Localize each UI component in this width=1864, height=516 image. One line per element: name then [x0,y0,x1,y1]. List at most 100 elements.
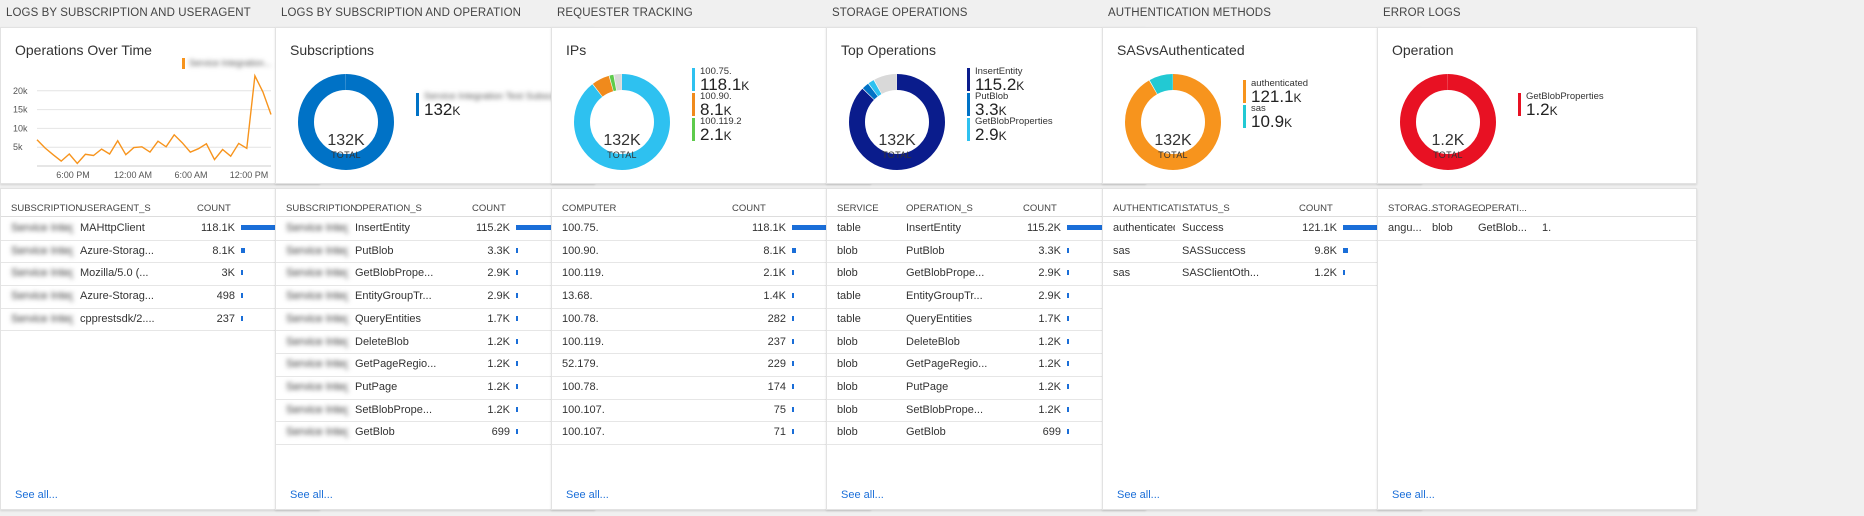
column-header[interactable]: COUNT [472,203,506,214]
see-all-link[interactable]: See all... [566,489,609,501]
legend-swatch [692,118,695,141]
cell-col2: GetBlob [906,426,946,439]
tile-title: IPs [566,42,587,58]
column-header[interactable]: SUBSCRIPTION [286,203,358,214]
table-row[interactable]: angu... blob GetBlob... 1. [1378,217,1696,241]
table-row[interactable]: Service Integ... Azure-Storag... 498 [1,285,319,309]
chart-tile[interactable]: Operations Over Time Service Integration.… [0,27,320,184]
cell-col1: Service Integ... [286,380,348,393]
table-row[interactable]: Service Integ... Azure-Storag... 8.1K [1,240,319,264]
column-header[interactable]: STORAGE... [1432,203,1487,214]
column-header[interactable]: OPERATION_S [906,203,973,214]
table-row[interactable]: 100.78. 174 [552,376,870,400]
table-row[interactable]: blob PutPage 1.2K [827,376,1145,400]
table-row[interactable]: 100.75. 118.1K [552,217,870,241]
table-row[interactable]: Service Integ... MAHttpClient 118.1K [1,217,319,241]
column-header[interactable]: AUTHENTICATI... [1113,203,1190,214]
table-row[interactable]: Service Integ... PutPage 1.2K [276,376,594,400]
table-row[interactable]: 100.78. 282 [552,308,870,332]
column-header[interactable]: COUNT [1299,203,1333,214]
table-row[interactable]: 100.119. 2.1K [552,262,870,287]
table-row[interactable]: 13.68. 1.4K [552,285,870,309]
cell-col2: DeleteBlob [906,335,960,348]
table-row[interactable]: 52.179. 229 [552,353,870,377]
table-row[interactable]: sas SASClientOth... 1.2K [1103,262,1421,287]
column-header[interactable]: OPERATION_S [355,203,422,214]
table-row[interactable]: Service Integ... SetBlobPrope... 1.2K [276,399,594,423]
donut-slice [849,74,945,170]
table-row[interactable]: Service Integ... GetBlobPrope... 2.9K [276,262,594,287]
chart-tile[interactable]: Operation 1.2K TOTAL GetBlobProperties 1.2K [1377,27,1697,184]
cell-col2: Mozilla/5.0 (... [80,267,149,280]
table-row[interactable]: 100.107. 75 [552,399,870,423]
table-row[interactable]: authenticated Success 121.1K [1103,217,1421,241]
cell-count: 1.2K [487,358,510,371]
table-row[interactable]: blob SetBlobPrope... 1.2K [827,399,1145,423]
cell-count: 2.1K [763,267,786,280]
cell-col2: GetPageRegio... [355,358,437,371]
column-header[interactable]: COMPUTER [562,203,617,214]
chart-tile[interactable]: IPs 132K TOTAL 100.75. 118.1K 100.90. 8.1K 100.… [551,27,871,184]
legend-swatch [1243,80,1246,103]
section-title: AUTHENTICATION METHODS [1108,7,1271,19]
legend-value-unit: K [1016,79,1025,93]
see-all-link[interactable]: See all... [1117,489,1160,501]
table-row[interactable]: 100.107. 71 [552,421,870,445]
table-row[interactable]: sas SASSuccess 9.8K [1103,240,1421,264]
legend-value: 132K [424,100,460,120]
cell-col1: Service Integ... [11,312,73,325]
table-row[interactable]: Service Integ... GetBlob 699 [276,421,594,445]
table-row[interactable]: blob GetBlob 699 [827,421,1145,445]
table-row[interactable]: blob GetBlobPrope... 2.9K [827,262,1145,287]
column-header[interactable]: COUNT [1023,203,1057,214]
see-all-link[interactable]: See all... [15,489,58,501]
table-row[interactable]: Service Integ... Mozilla/5.0 (... 3K [1,262,319,287]
table-row[interactable]: Service Integ... QueryEntities 1.7K [276,308,594,332]
legend-value-number: 118.1 [700,75,742,94]
column-header[interactable]: COUNT [197,203,231,214]
column-header[interactable]: STORAG... [1388,203,1436,214]
column-header[interactable]: COUNT [732,203,766,214]
column-header[interactable]: SUBSCRIPTION [11,203,83,214]
table-row[interactable]: blob PutBlob 3.3K [827,240,1145,264]
table-row[interactable]: table EntityGroupTr... 2.9K [827,285,1145,309]
column-header[interactable]: OPERATI... [1478,203,1527,214]
legend-swatch [967,68,970,91]
cell-count: 2.9K [1038,290,1061,303]
header-divider [1103,216,1421,217]
table-row[interactable]: 100.119. 237 [552,331,870,355]
table-row[interactable]: table InsertEntity 115.2K [827,217,1145,241]
table-row[interactable]: Service Integ... InsertEntity 115.2K [276,217,594,241]
header-divider [1,216,319,217]
count-bar [1067,429,1069,435]
legend-swatch [1518,93,1521,116]
cell-col2: PutBlob [355,244,394,257]
table-row[interactable]: table QueryEntities 1.7K [827,308,1145,332]
table-row[interactable]: Service Integ... cpprestsdk/2.... 237 [1,308,319,332]
cell-count: 2.9K [1038,267,1061,280]
table-row[interactable]: Service Integ... GetPageRegio... 1.2K [276,353,594,377]
data-grid: COMPUTER COUNT 100.75. 118.1K 100.90. 8.1K 100… [551,188,871,510]
cell-col1: Service Integ... [286,312,348,325]
chart-tile[interactable]: Subscriptions 132K TOTAL Service Integratio… [275,27,595,184]
see-all-link[interactable]: See all... [290,489,333,501]
cell-col1: blob [837,358,858,371]
table-row[interactable]: blob GetPageRegio... 1.2K [827,353,1145,377]
donut-slice [298,74,394,170]
line-chart: 5k 10k 15k 20k 6:00 PM 12:00 AM 6:00 AM 12:00 P… [13,73,272,180]
table-row[interactable]: Service Integ... DeleteBlob 1.2K [276,331,594,355]
see-all-link[interactable]: See all... [841,489,884,501]
see-all-link[interactable]: See all... [1392,489,1435,501]
column-header[interactable]: USERAGENT_S [80,203,151,214]
table-row[interactable]: 100.90. 8.1K [552,240,870,264]
column-header[interactable]: STATUS_S [1182,203,1230,214]
table-row[interactable]: blob DeleteBlob 1.2K [827,331,1145,355]
table-row[interactable]: Service Integ... PutBlob 3.3K [276,240,594,264]
legend-value-number: 8.1 [700,100,724,119]
table-row[interactable]: Service Integ... EntityGroupTr... 2.9K [276,285,594,309]
column-header[interactable]: SERVICE [837,203,879,214]
cell-col2: InsertEntity [355,222,411,234]
cell-col1: Service Integ... [286,244,348,257]
chart-tile[interactable]: Top Operations 132K TOTAL InsertEntity 115.2… [826,27,1146,184]
chart-tile[interactable]: SASvsAuthenticated 132K TOTAL authenticated… [1102,27,1422,184]
